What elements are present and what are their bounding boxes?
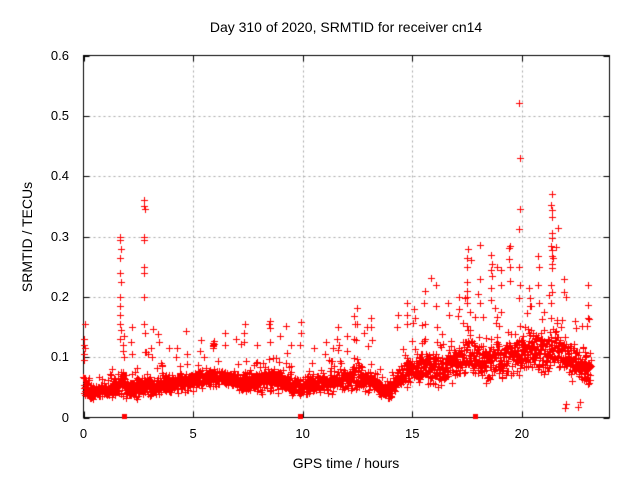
y-tick-label: 0 (61, 409, 69, 425)
x-tick-label: 10 (295, 426, 310, 441)
y-tick-label: 0.1 (50, 349, 69, 365)
x-tick-label: 15 (405, 426, 420, 441)
x-tick-label: 20 (514, 426, 530, 441)
x-tick-label: 5 (189, 426, 197, 441)
y-tick-label: 0.4 (50, 168, 69, 184)
y-tick-label: 0.5 (50, 107, 69, 123)
y-tick-label: 0.2 (50, 288, 69, 304)
x-axis-label: GPS time / hours (292, 455, 400, 471)
y-tick-label: 0.3 (50, 228, 69, 244)
chart-title: Day 310 of 2020, SRMTID for receiver cn1… (209, 19, 483, 35)
x-tick-label: 0 (79, 426, 88, 441)
y-tick-label: 0.6 (50, 47, 69, 63)
